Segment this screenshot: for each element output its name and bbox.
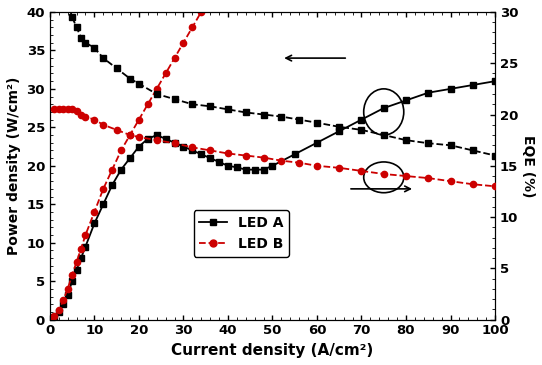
LED A <box>91 221 98 226</box>
LED A <box>82 245 89 249</box>
Y-axis label: EQE (%): EQE (%) <box>521 135 535 197</box>
LED A <box>127 156 133 160</box>
LED A <box>358 118 365 122</box>
LED A <box>109 183 115 187</box>
LED B <box>78 247 84 251</box>
Line: LED A: LED A <box>47 78 498 323</box>
LED A <box>269 164 276 168</box>
LED B <box>189 25 196 30</box>
LED B <box>82 233 89 237</box>
LED A <box>198 152 204 157</box>
LED B <box>171 56 178 60</box>
LED A <box>314 141 320 145</box>
LED B <box>47 318 53 322</box>
LED A <box>78 256 84 260</box>
LED A <box>216 160 222 164</box>
LED A <box>260 168 267 172</box>
Y-axis label: Power density (W/cm²): Power density (W/cm²) <box>7 77 21 255</box>
LED B <box>127 133 133 137</box>
LED A <box>55 310 62 314</box>
LED A <box>336 129 343 133</box>
LED A <box>100 202 107 207</box>
LED B <box>60 298 67 303</box>
LED A <box>225 164 231 168</box>
LED A <box>47 318 53 322</box>
LED A <box>73 268 80 272</box>
LED A <box>207 156 214 160</box>
LED A <box>145 137 151 141</box>
LED A <box>251 168 258 172</box>
LED B <box>180 41 186 45</box>
LED A <box>51 314 57 319</box>
LED B <box>69 273 75 277</box>
LED A <box>425 91 431 95</box>
LED A <box>234 165 240 169</box>
LED B <box>55 308 62 312</box>
LED B <box>198 10 204 14</box>
LED B <box>100 187 107 191</box>
LED B <box>51 314 57 318</box>
LED B <box>109 168 115 172</box>
LED A <box>180 145 186 149</box>
LED A <box>380 106 387 110</box>
LED B <box>145 102 151 107</box>
LED B <box>91 210 98 214</box>
LED B <box>136 118 142 122</box>
LED A <box>118 168 124 172</box>
LED A <box>171 141 178 145</box>
LED A <box>447 87 454 91</box>
LED A <box>60 302 67 307</box>
LED A <box>64 293 71 297</box>
LED B <box>153 87 160 91</box>
X-axis label: Current density (A/cm²): Current density (A/cm²) <box>171 343 373 358</box>
LED A <box>242 168 249 172</box>
LED A <box>492 79 498 83</box>
Line: LED B: LED B <box>47 0 498 323</box>
LED A <box>136 145 142 149</box>
LED B <box>118 148 124 153</box>
LED A <box>153 133 160 137</box>
LED A <box>292 152 298 157</box>
LED B <box>73 260 80 264</box>
LED A <box>469 83 476 87</box>
LED A <box>163 137 169 141</box>
LED B <box>64 287 71 291</box>
Legend: LED A, LED B: LED A, LED B <box>193 211 289 257</box>
LED A <box>189 148 196 153</box>
LED A <box>403 98 409 103</box>
LED A <box>69 279 75 283</box>
LED B <box>163 71 169 76</box>
